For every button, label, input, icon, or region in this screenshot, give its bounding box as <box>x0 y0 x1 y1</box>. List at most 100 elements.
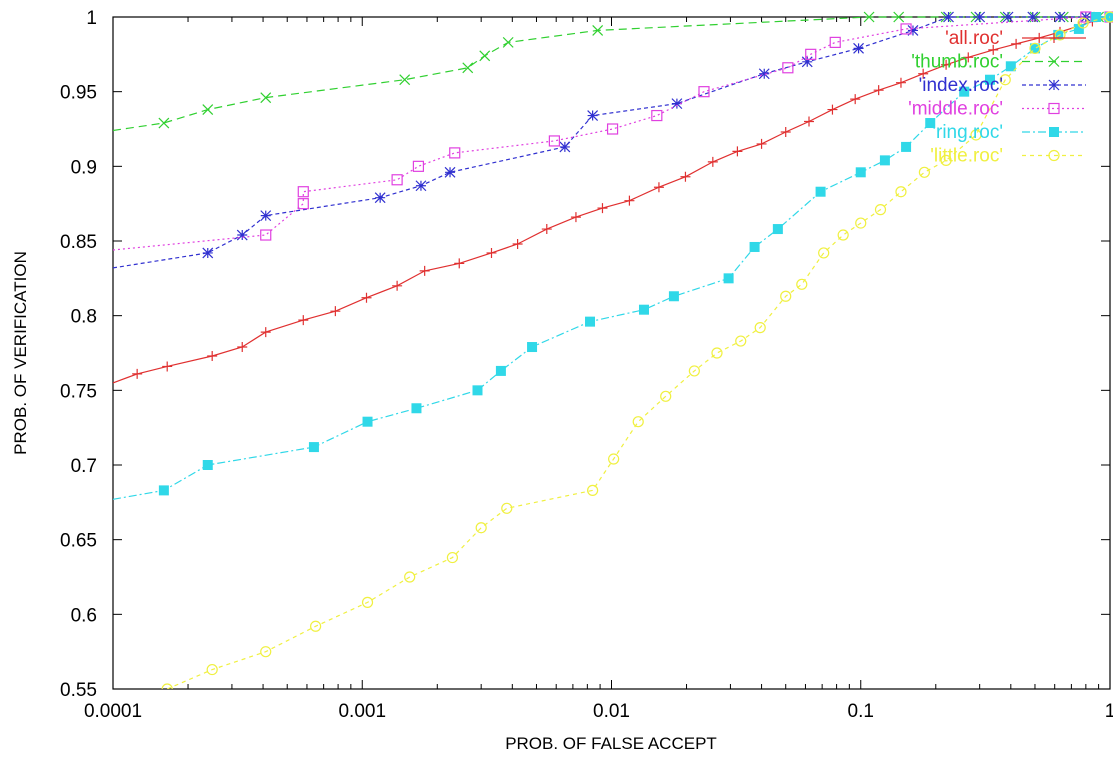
legend-label: 'thumb.roc' <box>911 52 1003 73</box>
data-point <box>559 141 571 153</box>
data-point <box>606 123 619 135</box>
series-0 <box>113 12 1113 384</box>
data-point <box>780 126 791 137</box>
data-point <box>404 571 416 583</box>
data-point <box>1077 17 1089 29</box>
data-point <box>732 146 743 157</box>
data-point <box>330 306 341 317</box>
data-point <box>632 416 644 428</box>
y-tick-label: 0.65 <box>60 531 97 552</box>
series-3 <box>113 11 1113 251</box>
data-point <box>818 247 830 259</box>
data-point <box>974 11 986 23</box>
data-point <box>943 11 954 23</box>
data-point <box>1073 23 1084 34</box>
data-point <box>541 224 552 235</box>
data-point <box>698 86 710 98</box>
data-point <box>495 365 506 376</box>
legend-entry: 'all.roc' <box>945 28 1086 49</box>
data-point <box>855 217 867 229</box>
data-point <box>608 453 620 465</box>
axis-ticks: 0.0001 0.001 0.01 0.1 1 0.55 0.6 0.65 0.7 0.75 0.8… <box>60 8 1113 722</box>
data-point <box>711 347 723 359</box>
legend-entry: 'middle.roc' <box>908 99 1086 120</box>
data-point <box>1054 29 1066 41</box>
data-point <box>161 683 173 689</box>
data-point <box>548 135 560 147</box>
data-point <box>587 484 599 496</box>
data-point <box>446 551 459 564</box>
x-tick-label: 0.0001 <box>84 701 142 722</box>
data-point <box>202 247 214 259</box>
data-point <box>796 278 808 290</box>
legend-marker <box>1048 79 1060 91</box>
data-point <box>399 74 411 86</box>
data-point <box>1104 11 1113 23</box>
data-point <box>707 156 718 167</box>
data-point <box>298 315 309 326</box>
data-point <box>411 403 422 414</box>
data-point <box>392 280 403 291</box>
series-line <box>113 16 1110 251</box>
y-tick-label: 0.95 <box>60 83 97 104</box>
data-point <box>308 442 319 453</box>
data-point <box>585 316 596 327</box>
legend-label: 'index.roc' <box>919 75 1003 96</box>
data-point <box>829 36 841 48</box>
data-point <box>754 322 766 334</box>
legend-entry: 'index.roc' <box>919 75 1086 96</box>
x-tick-label: 0.1 <box>848 701 874 722</box>
data-point <box>984 74 995 85</box>
data-point <box>501 502 513 514</box>
data-point <box>236 229 248 241</box>
data-point <box>756 138 767 149</box>
data-point <box>653 182 664 193</box>
data-point <box>758 68 770 80</box>
data-point <box>723 273 734 284</box>
data-point <box>638 304 649 315</box>
data-point <box>879 155 890 166</box>
data-point <box>158 117 170 129</box>
legend-label: 'little.roc' <box>930 146 1003 167</box>
data-point <box>660 390 672 402</box>
y-tick-label: 0.85 <box>60 232 97 253</box>
data-point <box>651 109 663 122</box>
data-point <box>999 74 1011 86</box>
data-point <box>362 416 373 427</box>
legend-entry: 'thumb.roc' <box>911 52 1086 73</box>
legend-label: 'all.roc' <box>945 28 1003 49</box>
data-point <box>454 258 465 269</box>
data-point <box>1005 61 1016 72</box>
data-point <box>475 522 487 534</box>
data-point <box>391 174 403 186</box>
data-point <box>780 290 792 302</box>
data-point <box>895 77 906 88</box>
data-point <box>587 110 599 121</box>
data-point <box>158 485 169 496</box>
data-point <box>893 11 905 23</box>
data-point <box>502 36 514 48</box>
data-point <box>237 342 248 353</box>
x-tick-label: 1 <box>1105 701 1113 722</box>
data-point <box>895 186 907 198</box>
data-point <box>132 368 143 379</box>
data-point <box>374 192 386 204</box>
data-point <box>361 596 374 608</box>
data-point <box>855 167 866 178</box>
x-tick-label: 0.01 <box>593 701 630 722</box>
series-5 <box>161 11 1113 689</box>
data-point <box>297 198 309 210</box>
y-tick-label: 0.6 <box>71 605 97 626</box>
data-point <box>827 104 838 115</box>
legend: 'all.roc' 'thumb.roc''index.roc' 'middle.r… <box>908 28 1086 167</box>
data-point <box>512 238 523 249</box>
data-point <box>419 265 430 276</box>
data-point <box>260 646 272 658</box>
x-axis-label: PROB. OF FALSE ACCEPT <box>505 734 717 753</box>
legend-entry: 'ring.roc' <box>932 122 1086 143</box>
data-point <box>1054 11 1066 23</box>
data-point <box>680 171 691 182</box>
data-point <box>592 25 604 36</box>
data-point <box>260 92 272 104</box>
data-point <box>900 23 912 35</box>
